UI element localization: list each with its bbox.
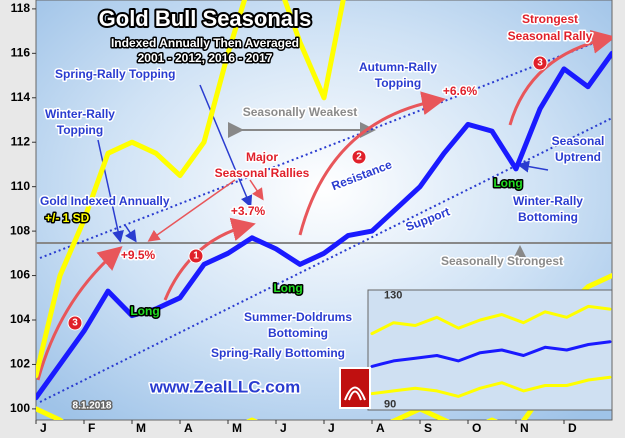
- x-tick-label: J: [328, 421, 335, 435]
- resistance-line: [39, 35, 612, 259]
- annotation: Summer-Doldrums: [244, 310, 352, 324]
- annotation: Long: [493, 176, 522, 190]
- annotation: Long: [273, 281, 302, 295]
- x-tick-label: O: [472, 421, 481, 435]
- annotation: +6.6%: [443, 84, 478, 98]
- step-marker: [67, 315, 83, 331]
- x-tick-label: A: [184, 421, 193, 435]
- annotation: Spring-Rally Topping: [55, 67, 175, 81]
- series-line: [36, 0, 346, 379]
- y-tick-label: 102: [10, 357, 30, 371]
- annotation: Seasonal Rallies: [215, 166, 310, 180]
- annotation: 3: [72, 318, 78, 329]
- x-tick-label: A: [376, 421, 385, 435]
- x-tick-label: S: [424, 421, 432, 435]
- annotation: Major: [246, 150, 278, 164]
- x-tick-label: M: [136, 421, 146, 435]
- logo-mark: [344, 386, 366, 401]
- annotation: +9.5%: [121, 248, 156, 262]
- series-line: [36, 50, 612, 401]
- chart-title: Gold Bull Seasonals: [99, 6, 312, 31]
- pointer: [249, 179, 264, 201]
- annotation: Autumn-Rally: [359, 60, 437, 74]
- y-tick-label: 108: [10, 223, 30, 237]
- x-tick-label: M: [232, 421, 242, 435]
- inset-tick-label: 90: [384, 398, 396, 410]
- annotation: Topping: [57, 123, 103, 137]
- y-tick-label: 110: [11, 179, 31, 193]
- chart-subtitle: Indexed Annually Then Averaged: [111, 36, 299, 50]
- y-tick-label: 112: [11, 134, 31, 148]
- annotation: 3: [537, 58, 543, 69]
- annotation: Seasonal: [552, 134, 605, 148]
- pointer: [97, 139, 124, 243]
- x-tick-label: J: [280, 421, 287, 435]
- step-marker: [532, 55, 548, 71]
- annotation: Seasonally Weakest: [243, 105, 358, 119]
- x-tick-label: D: [568, 421, 577, 435]
- series-line: [370, 304, 612, 336]
- annotation: www.ZealLLC.com: [149, 377, 301, 396]
- annotation: Bottoming: [518, 210, 578, 224]
- chart-subtitle: 2001 - 2012, 2016 - 2017: [138, 51, 273, 65]
- y-tick-label: 116: [11, 46, 31, 60]
- annotation: Gold Indexed Annually: [40, 194, 170, 208]
- series-line: [370, 340, 612, 368]
- annotation: +3.7%: [231, 204, 266, 218]
- pointer: [517, 160, 549, 173]
- pointer: [124, 224, 137, 243]
- annotation: Uptrend: [555, 150, 601, 164]
- annotation: Topping: [375, 76, 421, 90]
- annotation: Seasonally Strongest: [441, 254, 563, 268]
- annotation: Strongest: [522, 12, 578, 26]
- rally-arrow: [36, 246, 123, 381]
- x-tick-label: J: [40, 421, 47, 435]
- rally-arrow: [298, 91, 446, 236]
- series-line: [370, 375, 612, 398]
- x-tick-label: F: [88, 421, 95, 435]
- pointer: [147, 179, 236, 242]
- pointer: [199, 84, 253, 208]
- annotation: Winter-Rally: [513, 194, 583, 208]
- y-tick-label: 114: [11, 90, 31, 104]
- y-tick-label: 100: [10, 401, 30, 415]
- annotation: Long: [130, 304, 159, 318]
- step-marker: [188, 248, 204, 264]
- annotation: +/- 1 SD: [45, 211, 90, 225]
- support-line: [39, 117, 612, 403]
- annotation: Bottoming: [268, 326, 328, 340]
- y-tick-label: 104: [10, 312, 30, 326]
- x-tick-label: N: [520, 421, 529, 435]
- annotation: 8.1.2018: [73, 401, 112, 412]
- inset-tick-label: 130: [384, 289, 402, 301]
- annotation: 2: [356, 152, 362, 163]
- annotation: Seasonal Rally: [508, 29, 593, 43]
- step-marker: [351, 149, 367, 165]
- y-tick-label: 118: [11, 1, 31, 15]
- annotation: 1: [193, 251, 199, 262]
- y-tick-label: 106: [10, 268, 30, 282]
- annotation: Spring-Rally Bottoming: [211, 346, 345, 360]
- annotation: Winter-Rally: [45, 107, 115, 121]
